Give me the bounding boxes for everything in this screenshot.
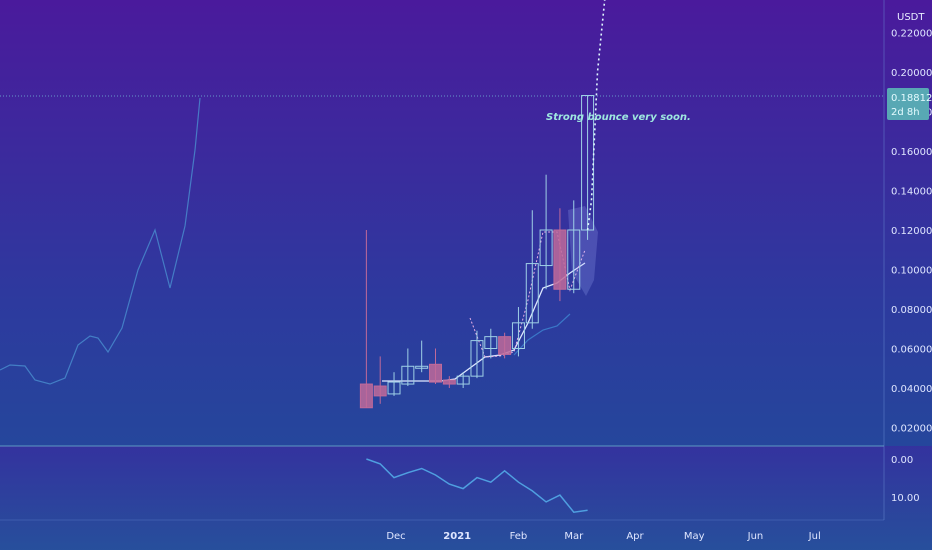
x-tick-label: 2021	[443, 531, 471, 542]
candle-body	[498, 336, 512, 355]
x-tick-label: Apr	[626, 531, 644, 542]
indicator-y-tick-label: 10.00	[891, 493, 920, 504]
indicator-y-tick-label: 0.00	[891, 455, 913, 466]
candle-body	[539, 229, 553, 267]
y-tick-label: 0.12000	[891, 226, 932, 237]
candle-body	[401, 365, 415, 385]
currency-label: USDT	[897, 12, 925, 23]
candle-body	[415, 365, 429, 369]
moving-average-line-3	[513, 313, 571, 356]
candle-body	[456, 375, 470, 385]
candle-body	[553, 229, 567, 290]
candle-body	[429, 363, 442, 383]
indicator-line	[366, 458, 588, 514]
annotation-text: Strong bounce very soon.	[546, 112, 691, 123]
x-tick-label: Jul	[808, 531, 821, 542]
candle-body	[567, 229, 581, 290]
indicator-background	[0, 446, 932, 550]
candle-body	[511, 322, 525, 350]
history-line	[0, 97, 201, 385]
y-tick-label: 0.20000	[891, 68, 932, 79]
y-tick-label: 0.06000	[891, 345, 932, 356]
candle-body	[387, 381, 401, 395]
candle-body	[470, 340, 484, 377]
candle-body	[581, 95, 595, 231]
last-price-label: 0.18812	[891, 93, 932, 104]
y-tick-label: 0.14000	[891, 187, 932, 198]
candle-body	[373, 385, 387, 397]
y-tick-label: 0.22000	[891, 29, 932, 40]
candle-body	[359, 383, 373, 409]
candle-body	[525, 263, 539, 324]
candle-body	[484, 336, 498, 349]
x-tick-label: Mar	[564, 531, 584, 542]
candle-body	[442, 379, 456, 385]
x-tick-label: Dec	[386, 531, 405, 542]
y-tick-label: 0.02000	[891, 424, 932, 435]
y-tick-label: 0.10000	[891, 266, 932, 277]
x-tick-label: Feb	[510, 531, 528, 542]
countdown-label: 2d 8h	[891, 107, 920, 118]
y-tick-label: 0.04000	[891, 384, 932, 395]
last-price-badge[interactable]	[887, 88, 929, 120]
y-tick-label: 0.16000	[891, 147, 932, 158]
projection-cloud	[568, 206, 598, 296]
x-tick-label: Jun	[747, 531, 764, 542]
y-tick-label: 0.08000	[891, 305, 932, 316]
x-tick-label: May	[684, 531, 705, 542]
